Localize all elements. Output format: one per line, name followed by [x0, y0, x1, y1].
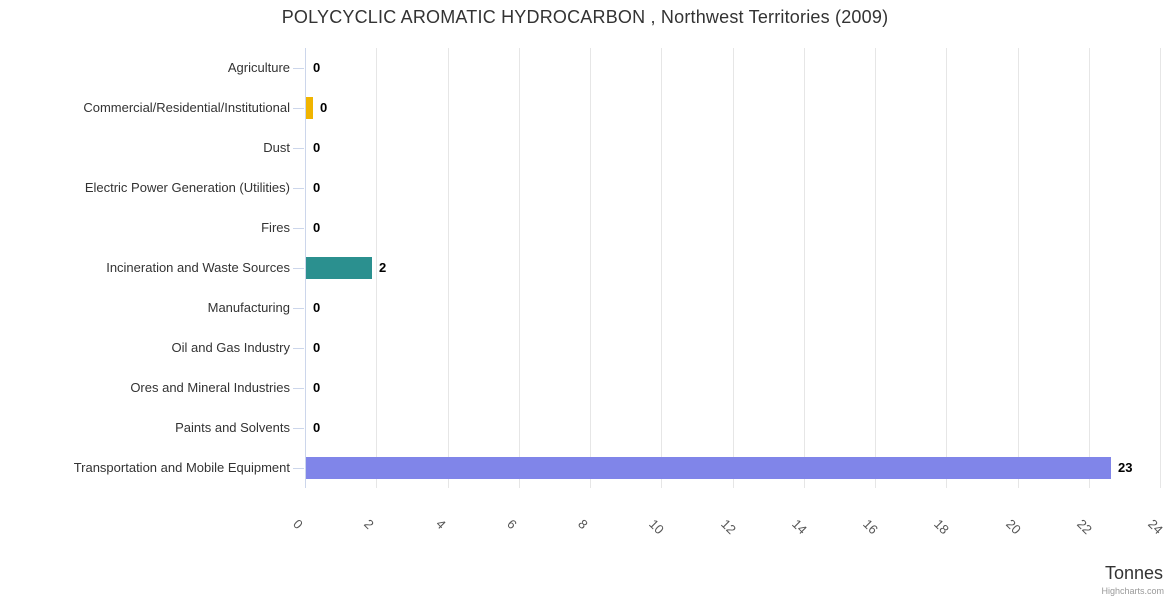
gridline	[376, 48, 378, 488]
x-axis-tick-label: 20	[1002, 516, 1024, 538]
category-tick	[293, 68, 304, 69]
data-label-electric-power-generation-utilities: 0	[313, 180, 321, 195]
category-tick	[293, 388, 304, 389]
data-label-fires: 0	[313, 220, 321, 235]
data-label-oil-and-gas-industry: 0	[313, 340, 321, 355]
category-label-incineration-and-waste-sources: Incineration and Waste Sources	[106, 260, 290, 275]
data-label-transportation-and-mobile-equipment: 23	[1118, 460, 1133, 475]
category-label-paints-and-solvents: Paints and Solvents	[175, 420, 290, 435]
x-axis-tick-label: 12	[717, 516, 739, 538]
category-tick	[293, 108, 304, 109]
category-axis-line	[305, 48, 306, 488]
bar-transportation-and-mobile-equipment[interactable]	[306, 457, 1111, 479]
highcharts-credit-link[interactable]: Highcharts.com	[1101, 586, 1164, 596]
gridline	[661, 48, 663, 488]
x-axis-tick-label: 10	[646, 516, 668, 538]
bar-commercial-residential-institutional[interactable]	[306, 97, 313, 119]
gridline	[1160, 48, 1161, 488]
x-axis-tick-label: 22	[1073, 516, 1095, 538]
x-axis-tick-label: 24	[1145, 516, 1166, 538]
data-label-dust: 0	[313, 140, 321, 155]
category-label-fires: Fires	[261, 220, 290, 235]
gridline	[518, 48, 520, 488]
gridline	[946, 48, 948, 488]
data-label-paints-and-solvents: 0	[313, 420, 321, 435]
category-label-transportation-and-mobile-equipment: Transportation and Mobile Equipment	[73, 460, 290, 475]
category-tick	[293, 428, 304, 429]
gridline	[1017, 48, 1019, 488]
category-label-electric-power-generation-utilities: Electric Power Generation (Utilities)	[84, 180, 290, 195]
category-label-manufacturing: Manufacturing	[207, 300, 290, 315]
category-tick	[293, 148, 304, 149]
x-axis-tick-label: 18	[931, 516, 953, 538]
category-label-dust: Dust	[263, 140, 290, 155]
data-label-ores-and-mineral-industries: 0	[313, 380, 321, 395]
chart-title: POLYCYCLIC AROMATIC HYDROCARBON , Northw…	[281, 7, 889, 27]
bar-incineration-and-waste-sources[interactable]	[306, 257, 372, 279]
data-label-manufacturing: 0	[313, 300, 321, 315]
category-tick	[293, 348, 304, 349]
gridline	[803, 48, 805, 488]
gridline	[590, 48, 591, 488]
category-tick	[293, 268, 304, 269]
gridline	[447, 48, 449, 488]
gridline	[1088, 48, 1090, 488]
category-tick	[293, 308, 304, 309]
category-tick	[293, 468, 304, 469]
category-label-ores-and-mineral-industries: Ores and Mineral Industries	[130, 380, 290, 395]
gridline	[732, 48, 734, 488]
x-axis-tick-label: 8	[575, 516, 591, 533]
x-axis-tick-label: 0	[290, 516, 306, 533]
x-axis-tick-label: 4	[432, 516, 449, 533]
category-tick	[293, 188, 304, 189]
data-label-commercial-residential-institutional: 0	[320, 100, 328, 115]
x-axis-tick-label: 14	[788, 516, 810, 538]
category-tick	[293, 228, 304, 229]
data-label-incineration-and-waste-sources: 2	[379, 260, 387, 275]
category-label-commercial-residential-institutional: Commercial/Residential/Institutional	[83, 100, 290, 115]
gridline	[875, 48, 876, 488]
x-axis-tick-label: 6	[503, 516, 520, 533]
x-axis-title: Tonnes	[1104, 563, 1163, 583]
category-label-oil-and-gas-industry: Oil and Gas Industry	[171, 340, 291, 355]
category-label-agriculture: Agriculture	[227, 60, 290, 75]
x-axis-tick-label: 2	[361, 516, 378, 533]
x-axis-tick-label: 16	[860, 516, 881, 538]
data-label-agriculture: 0	[313, 60, 321, 75]
